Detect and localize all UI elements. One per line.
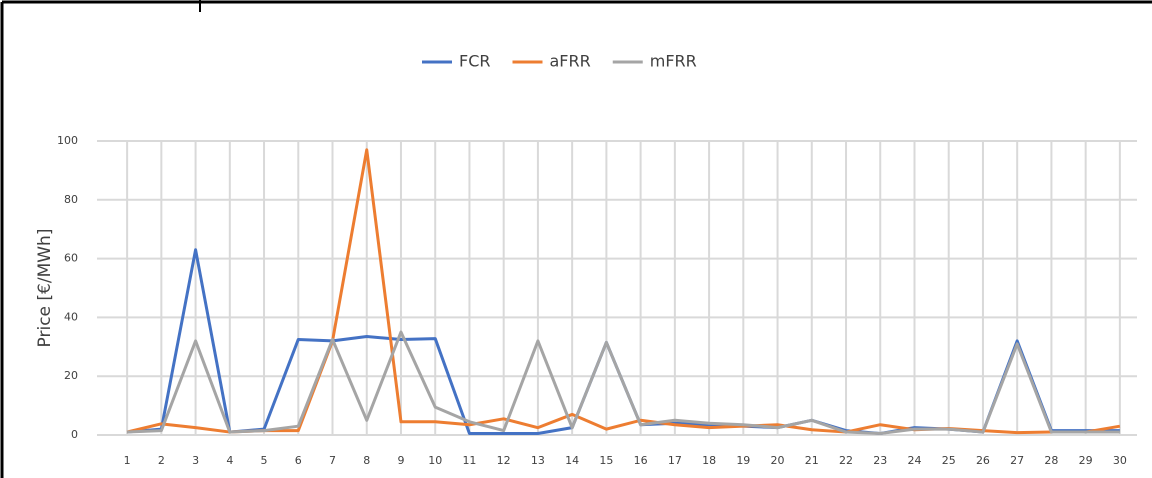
legend-label: mFRR	[650, 52, 697, 71]
x-tick-label: 4	[226, 454, 233, 467]
x-tick-label: 18	[702, 454, 716, 467]
x-tick-label: 9	[397, 454, 404, 467]
x-tick-label: 3	[192, 454, 199, 467]
legend-label: aFRR	[550, 52, 591, 71]
x-tick-label: 11	[462, 454, 476, 467]
x-tick-label: 1	[124, 454, 131, 467]
x-tick-label: 23	[873, 454, 887, 467]
y-axis-title: Price [€/MWh]	[35, 229, 55, 348]
x-tick-label: 14	[565, 454, 579, 467]
x-tick-label: 7	[329, 454, 336, 467]
x-tick-label: 24	[907, 454, 921, 467]
x-tick-label: 28	[1044, 454, 1058, 467]
x-tick-label: 21	[805, 454, 819, 467]
x-tick-label: 16	[634, 454, 648, 467]
y-tick-label: 20	[64, 369, 78, 382]
legend: FCR aFRR mFRR	[422, 52, 697, 71]
y-tick-label: 80	[64, 193, 78, 206]
x-tick-label: 13	[531, 454, 545, 467]
x-tick-label: 6	[295, 454, 302, 467]
y-tick-label: 60	[64, 252, 78, 265]
y-tick-label: 100	[57, 134, 78, 147]
x-tick-label: 26	[976, 454, 990, 467]
x-tick-label: 10	[428, 454, 442, 467]
x-tick-label: 25	[942, 454, 956, 467]
x-tick-label: 2	[158, 454, 165, 467]
x-tick-label: 15	[599, 454, 613, 467]
x-tick-label: 12	[497, 454, 511, 467]
x-tick-label: 27	[1010, 454, 1024, 467]
x-tick-label: 8	[363, 454, 370, 467]
x-tick-label: 22	[839, 454, 853, 467]
x-tick-label: 30	[1113, 454, 1127, 467]
x-tick-label: 20	[771, 454, 785, 467]
legend-label: FCR	[459, 52, 491, 71]
x-tick-label: 5	[261, 454, 268, 467]
y-tick-label: 40	[64, 310, 78, 323]
x-tick-label: 29	[1079, 454, 1093, 467]
x-tick-label: 19	[736, 454, 750, 467]
series-line	[127, 330, 1120, 436]
x-tick-label: 17	[668, 454, 682, 467]
y-tick-label: 0	[71, 428, 78, 441]
